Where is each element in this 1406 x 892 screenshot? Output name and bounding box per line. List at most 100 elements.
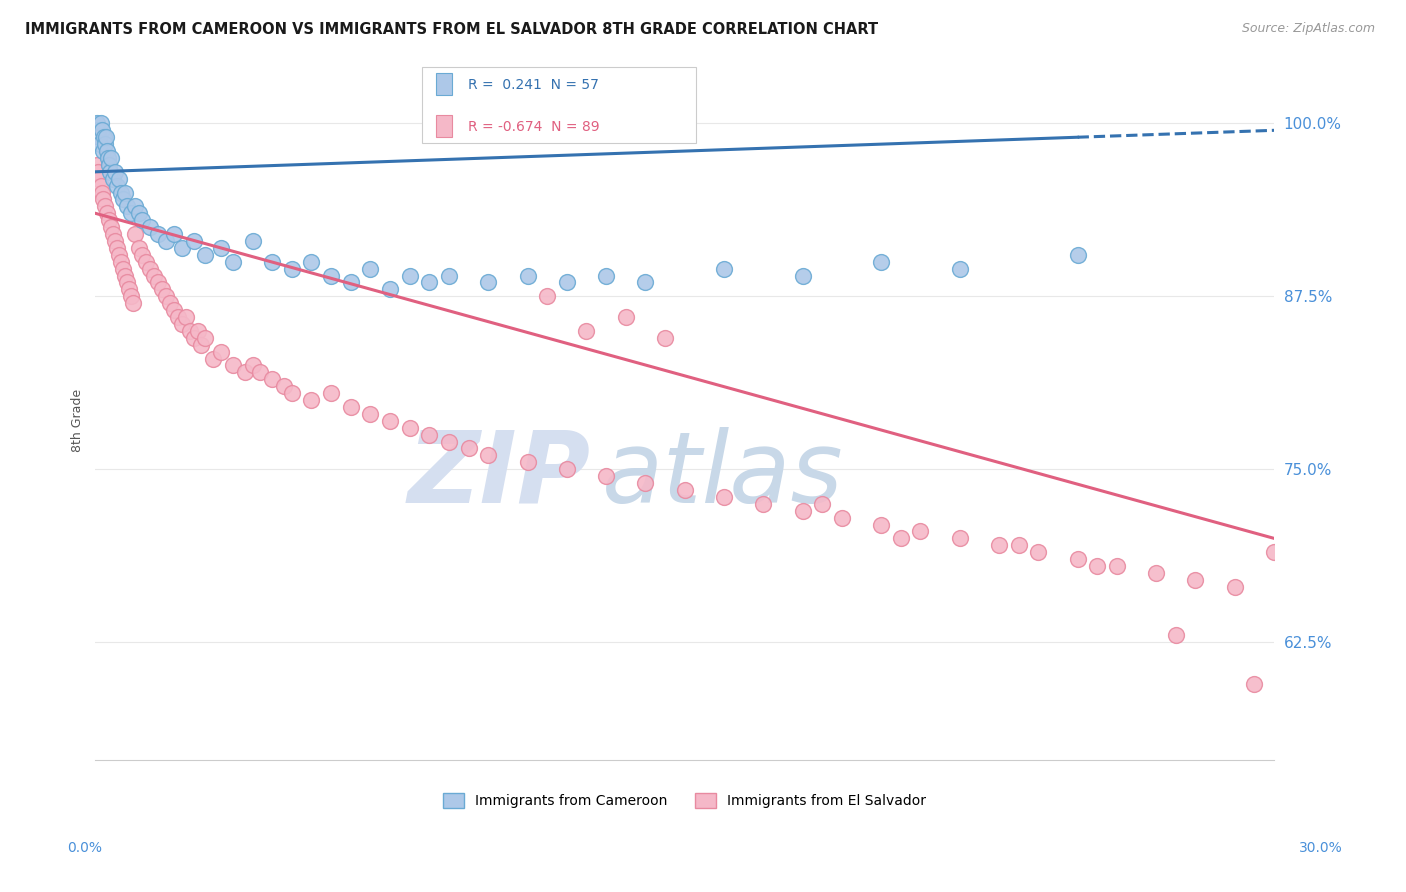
Point <box>108 248 131 262</box>
Point <box>86 158 108 172</box>
Text: Source: ZipAtlas.com: Source: ZipAtlas.com <box>1241 22 1375 36</box>
Point <box>870 517 893 532</box>
Point <box>194 248 217 262</box>
Point <box>163 303 186 318</box>
Point <box>104 234 127 248</box>
Point <box>339 400 361 414</box>
Point <box>359 261 381 276</box>
Point <box>110 186 132 200</box>
Point <box>811 497 834 511</box>
Point <box>477 449 499 463</box>
Point <box>124 199 146 213</box>
Point <box>148 227 170 241</box>
Point <box>437 434 460 449</box>
Point <box>1223 580 1246 594</box>
Point <box>98 158 121 172</box>
Point <box>457 442 479 456</box>
Point <box>114 186 136 200</box>
Point <box>1066 552 1088 566</box>
Point <box>121 296 143 310</box>
Point <box>89 171 111 186</box>
Point <box>101 171 124 186</box>
Point <box>131 213 153 227</box>
Point <box>378 282 401 296</box>
Text: atlas: atlas <box>602 426 844 524</box>
Point <box>87 165 110 179</box>
Point <box>90 178 112 193</box>
Point <box>713 261 735 276</box>
Point <box>86 116 108 130</box>
Point <box>555 462 578 476</box>
Point <box>163 227 186 241</box>
Point <box>281 261 304 276</box>
Point <box>249 365 271 379</box>
Point <box>949 261 972 276</box>
Point <box>89 137 111 152</box>
Point <box>111 261 134 276</box>
Point <box>89 130 111 145</box>
Point <box>988 538 1011 552</box>
Point <box>654 331 676 345</box>
Point <box>910 524 932 539</box>
Point <box>319 386 342 401</box>
Y-axis label: 8th Grade: 8th Grade <box>72 389 84 452</box>
Point <box>111 193 134 207</box>
Point <box>713 490 735 504</box>
Point <box>94 199 117 213</box>
Point <box>319 268 342 283</box>
Text: ZIP: ZIP <box>408 426 591 524</box>
Point <box>1263 545 1285 559</box>
Point <box>167 310 190 324</box>
Point <box>831 510 853 524</box>
Point <box>139 261 162 276</box>
Point <box>139 220 162 235</box>
Point <box>104 165 127 179</box>
Point <box>1008 538 1031 552</box>
Point <box>96 130 118 145</box>
Point <box>96 206 118 220</box>
Point <box>115 199 138 213</box>
Point <box>98 165 121 179</box>
Point <box>634 476 657 491</box>
Point <box>233 365 256 379</box>
Point <box>575 324 598 338</box>
Text: R =  0.241  N = 57: R = 0.241 N = 57 <box>468 78 599 92</box>
Point <box>1144 566 1167 580</box>
Point <box>398 268 420 283</box>
Point <box>1164 628 1187 642</box>
Point <box>949 532 972 546</box>
Point <box>170 241 193 255</box>
Point <box>418 276 440 290</box>
Point <box>614 310 637 324</box>
Point <box>792 504 814 518</box>
Point <box>339 276 361 290</box>
Point <box>242 359 264 373</box>
Point <box>124 227 146 241</box>
Point <box>150 282 173 296</box>
Point <box>155 234 177 248</box>
Point <box>90 116 112 130</box>
Point <box>120 289 142 303</box>
Point <box>301 254 323 268</box>
Point <box>222 254 245 268</box>
Point <box>186 324 208 338</box>
Point <box>1243 676 1265 690</box>
Point <box>595 268 617 283</box>
Point <box>155 289 177 303</box>
Point <box>194 331 217 345</box>
Point <box>595 469 617 483</box>
Point <box>115 276 138 290</box>
Point <box>179 324 201 338</box>
Point <box>108 171 131 186</box>
Point <box>673 483 696 497</box>
Point <box>159 296 181 310</box>
Point <box>128 241 150 255</box>
Point <box>536 289 558 303</box>
Point <box>98 213 121 227</box>
Point <box>890 532 912 546</box>
Point <box>97 151 120 165</box>
Point <box>418 427 440 442</box>
Point <box>477 276 499 290</box>
Point <box>174 310 197 324</box>
Point <box>110 254 132 268</box>
